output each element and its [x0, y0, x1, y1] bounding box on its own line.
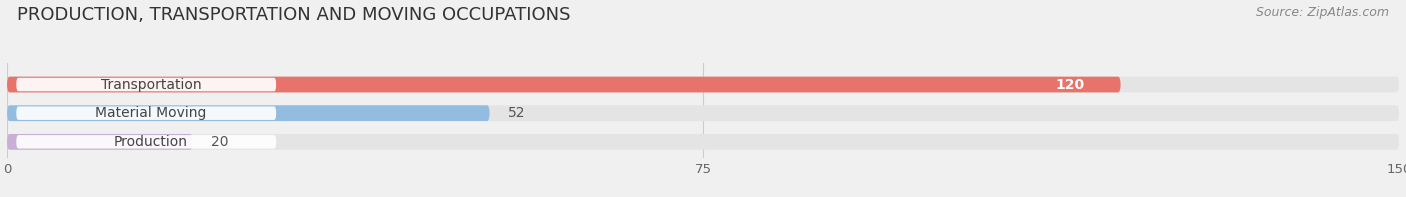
Text: 20: 20 [211, 135, 229, 149]
Text: Material Moving: Material Moving [96, 106, 207, 120]
FancyBboxPatch shape [7, 105, 489, 121]
Text: Production: Production [114, 135, 188, 149]
FancyBboxPatch shape [17, 135, 276, 149]
FancyBboxPatch shape [1024, 78, 1116, 91]
FancyBboxPatch shape [7, 77, 1121, 92]
FancyBboxPatch shape [7, 134, 193, 150]
Text: 52: 52 [508, 106, 526, 120]
Text: Transportation: Transportation [101, 78, 201, 92]
Text: PRODUCTION, TRANSPORTATION AND MOVING OCCUPATIONS: PRODUCTION, TRANSPORTATION AND MOVING OC… [17, 6, 571, 24]
FancyBboxPatch shape [7, 77, 1399, 92]
FancyBboxPatch shape [17, 106, 276, 120]
Text: 120: 120 [1054, 78, 1084, 92]
Text: Source: ZipAtlas.com: Source: ZipAtlas.com [1256, 6, 1389, 19]
FancyBboxPatch shape [17, 78, 276, 91]
FancyBboxPatch shape [7, 105, 1399, 121]
FancyBboxPatch shape [7, 134, 1399, 150]
